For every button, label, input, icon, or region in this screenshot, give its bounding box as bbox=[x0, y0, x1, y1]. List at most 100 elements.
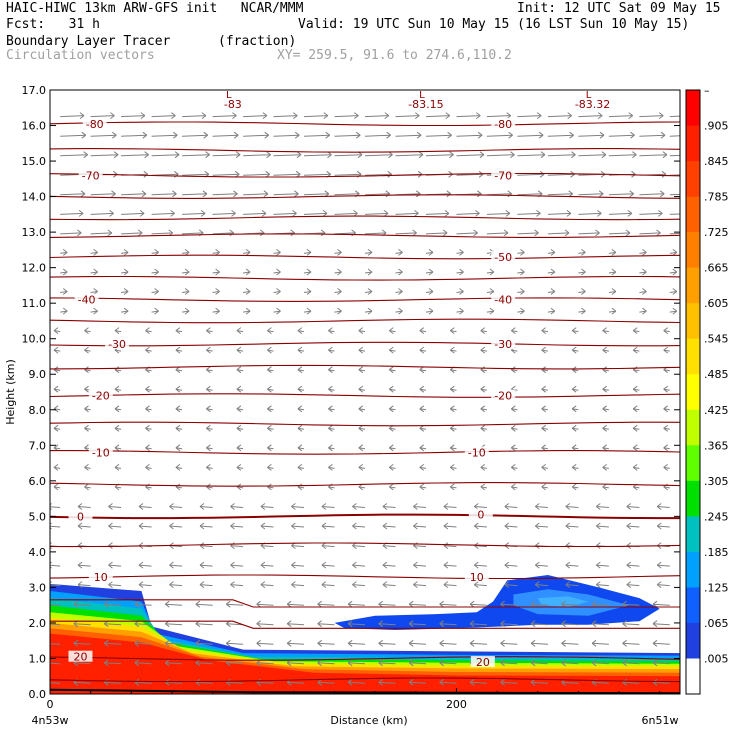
wind-vector bbox=[474, 564, 487, 567]
wind-vector-head bbox=[530, 681, 536, 686]
wind-vector bbox=[321, 525, 335, 528]
wind-vector bbox=[470, 642, 487, 645]
wind-vector-head bbox=[245, 271, 251, 276]
wind-vector-head bbox=[259, 229, 265, 234]
wind-vector bbox=[425, 232, 448, 235]
wind-vector-head bbox=[145, 369, 150, 374]
wind-vector bbox=[669, 193, 680, 196]
wind-vector-head bbox=[626, 506, 632, 510]
wind-vector-head bbox=[419, 369, 425, 374]
wind-vector bbox=[395, 271, 403, 274]
y-tick-label: 7.0 bbox=[29, 439, 47, 452]
wind-vector-head bbox=[165, 662, 170, 667]
wind-vector-head bbox=[84, 444, 89, 449]
wind-vector-head bbox=[206, 369, 211, 374]
wind-vector-head bbox=[428, 310, 434, 315]
wind-vector-head bbox=[321, 564, 327, 569]
wind-vector bbox=[182, 271, 190, 274]
wind-vector-head bbox=[449, 427, 455, 432]
wind-vector bbox=[364, 310, 373, 313]
wind-vector-head bbox=[84, 330, 89, 335]
wind-vector-head bbox=[663, 444, 669, 449]
wind-vector-head bbox=[632, 151, 637, 156]
wind-vector-head bbox=[599, 131, 605, 136]
wind-vector-head bbox=[138, 581, 144, 585]
wind-vector-head bbox=[297, 427, 303, 432]
wind-vector-head bbox=[428, 307, 434, 312]
wind-vector-head bbox=[567, 115, 573, 119]
wind-vector-head bbox=[473, 584, 479, 588]
contour-label: -70 bbox=[82, 169, 100, 182]
wind-vector bbox=[517, 251, 525, 254]
wind-vector-head bbox=[480, 388, 486, 393]
wind-vector-head bbox=[398, 307, 403, 312]
wind-vector bbox=[652, 623, 670, 626]
wind-vector-head bbox=[73, 681, 79, 686]
wind-vector-head bbox=[297, 327, 303, 332]
wind-vector bbox=[456, 251, 464, 254]
wind-vector-head bbox=[260, 506, 266, 510]
wind-vector bbox=[364, 212, 389, 215]
tracer-plume-outer bbox=[334, 575, 660, 630]
wind-vector-head bbox=[291, 564, 296, 569]
wind-vector-head bbox=[413, 506, 418, 510]
wind-vector-head bbox=[663, 424, 669, 429]
wind-vector-head bbox=[382, 503, 388, 507]
wind-vector bbox=[182, 134, 208, 137]
wind-vector-head bbox=[565, 522, 571, 527]
wind-vector bbox=[212, 251, 220, 254]
wind-vector bbox=[547, 154, 576, 157]
wind-vector-head bbox=[104, 662, 109, 667]
wind-vector-head bbox=[539, 173, 545, 178]
wind-vector-head bbox=[104, 642, 109, 647]
wind-vector bbox=[626, 525, 640, 528]
wind-vector bbox=[134, 603, 152, 606]
wind-vector-head bbox=[419, 385, 425, 390]
wind-vector-head bbox=[418, 154, 424, 159]
wind-vector bbox=[578, 115, 603, 118]
colorbar-label: .365 bbox=[704, 439, 729, 452]
wind-vector-head bbox=[622, 662, 627, 667]
wind-vector-head bbox=[73, 623, 79, 628]
wind-vector-head bbox=[652, 639, 658, 644]
wind-vector-head bbox=[571, 154, 576, 159]
wind-vector-head bbox=[337, 288, 342, 292]
wind-vector bbox=[413, 564, 427, 567]
wind-vector-head bbox=[602, 385, 608, 390]
wind-vector bbox=[517, 232, 539, 235]
wind-vector-head bbox=[236, 385, 242, 390]
wind-vector-head bbox=[145, 330, 150, 335]
wind-vector bbox=[199, 545, 213, 548]
wind-vector-head bbox=[449, 447, 455, 452]
wind-vector-head bbox=[510, 405, 516, 410]
wind-vector bbox=[108, 506, 122, 508]
colorbar-label: .725 bbox=[704, 226, 729, 239]
wind-vector-head bbox=[385, 190, 391, 195]
wind-vector bbox=[134, 623, 152, 626]
wind-vector-head bbox=[388, 427, 394, 432]
wind-vector bbox=[60, 154, 88, 157]
wind-vector bbox=[504, 584, 518, 587]
wind-vector-head bbox=[175, 385, 181, 390]
wind-vector-head bbox=[510, 349, 516, 354]
y-tick-label: 3.0 bbox=[29, 581, 47, 594]
wind-vector-head bbox=[267, 486, 272, 491]
wind-vector-head bbox=[328, 427, 333, 432]
wind-vector-head bbox=[500, 662, 505, 667]
wind-vector-head bbox=[414, 115, 420, 119]
colorbar-swatch bbox=[686, 267, 700, 304]
colorbar-swatch bbox=[686, 374, 700, 411]
wind-vector-head bbox=[175, 369, 181, 374]
wind-vector-head bbox=[415, 190, 421, 195]
x-axis: 0 200 bbox=[47, 688, 661, 711]
wind-vector-head bbox=[628, 112, 634, 116]
wind-vector-head bbox=[388, 327, 394, 332]
wind-vector-head bbox=[591, 639, 597, 644]
wind-vector bbox=[409, 642, 427, 645]
wind-vector bbox=[547, 310, 555, 313]
wind-vector-head bbox=[541, 330, 547, 335]
wind-vector-head bbox=[449, 483, 455, 488]
wind-vector-head bbox=[428, 268, 434, 273]
wind-vector-head bbox=[419, 408, 425, 413]
wind-vector bbox=[592, 623, 609, 626]
